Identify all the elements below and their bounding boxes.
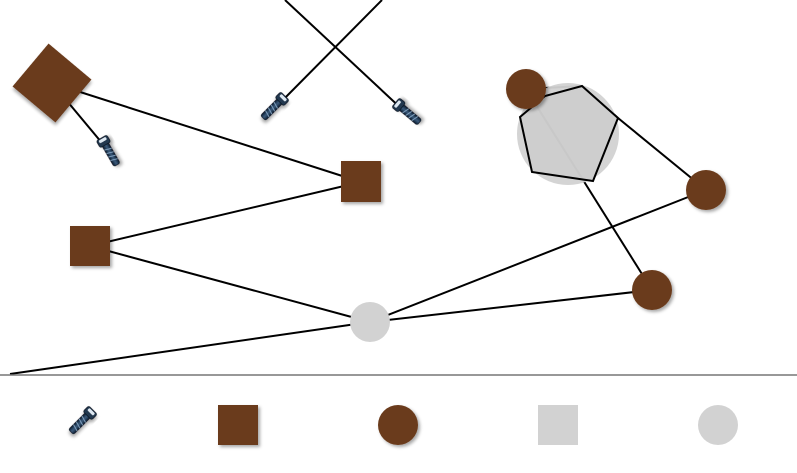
brown-circle[interactable] <box>686 170 726 210</box>
bolt-icon[interactable] <box>258 91 290 123</box>
hexagon-outline <box>518 84 620 183</box>
rope <box>89 181 362 247</box>
bolt-icon[interactable] <box>95 134 123 169</box>
shape-toolbar <box>66 405 738 445</box>
brown-circle[interactable] <box>506 69 546 109</box>
grey-square-icon <box>538 405 578 445</box>
toolbar-brown-square-item[interactable] <box>218 405 258 445</box>
rope <box>51 82 362 183</box>
rope <box>369 189 707 323</box>
brown-circle-icon <box>378 405 418 445</box>
grey-circle[interactable] <box>350 302 390 342</box>
rope <box>284 0 406 113</box>
rope <box>9 321 371 375</box>
rope <box>369 289 653 323</box>
toolbar-grey-square-item[interactable] <box>538 405 578 445</box>
rope <box>89 245 371 323</box>
bolt-icon[interactable] <box>391 97 424 128</box>
brown-square[interactable] <box>70 226 110 266</box>
grey-circle-icon <box>698 405 738 445</box>
brown-square-icon <box>218 405 258 445</box>
brown-circle[interactable] <box>632 270 672 310</box>
rope <box>274 0 383 109</box>
bolt-icon <box>66 405 98 437</box>
toolbar-bolt-item[interactable] <box>66 405 98 437</box>
toolbar-grey-circle-item[interactable] <box>698 405 738 445</box>
brown-square[interactable] <box>341 161 381 202</box>
toolbar-brown-circle-item[interactable] <box>378 405 418 445</box>
brown-square[interactable] <box>12 43 92 123</box>
